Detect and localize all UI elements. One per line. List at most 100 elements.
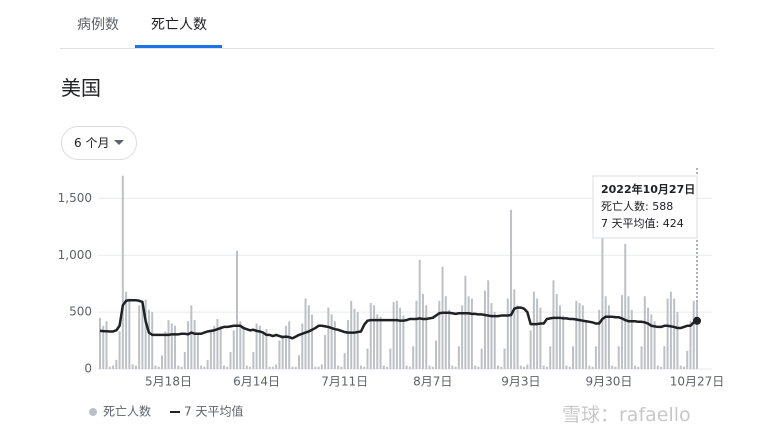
bar	[588, 365, 591, 369]
bar	[180, 366, 183, 369]
bar	[343, 353, 346, 369]
bar	[607, 305, 610, 369]
bar	[353, 308, 356, 369]
bar	[200, 365, 203, 369]
bar	[288, 321, 291, 369]
bar	[301, 323, 304, 369]
bar	[392, 301, 395, 369]
bar	[656, 365, 659, 369]
tab-cases[interactable]: 病例数	[77, 17, 119, 33]
bar	[604, 296, 607, 369]
bar	[275, 364, 278, 369]
bar	[154, 365, 157, 369]
bar	[532, 291, 535, 369]
bar	[382, 365, 385, 369]
bar	[170, 323, 173, 369]
bar	[278, 340, 281, 369]
bar	[268, 366, 271, 369]
bar	[696, 302, 698, 369]
bar	[196, 334, 199, 369]
bar	[572, 346, 575, 369]
bar	[239, 321, 242, 369]
bar	[643, 296, 646, 369]
bar	[216, 318, 219, 369]
bar	[324, 334, 327, 369]
bar	[620, 295, 623, 369]
bar	[555, 293, 558, 369]
bar	[523, 366, 526, 369]
bar	[692, 300, 695, 369]
bar	[497, 365, 499, 369]
bar	[157, 366, 160, 369]
bar	[408, 366, 411, 369]
bar	[112, 365, 115, 369]
bar	[330, 314, 333, 369]
bar	[676, 312, 679, 369]
bar	[679, 365, 682, 369]
bar	[650, 314, 653, 369]
bar	[666, 298, 669, 369]
bar	[242, 325, 245, 369]
bar	[245, 365, 248, 369]
bar	[402, 315, 405, 369]
bar	[291, 366, 294, 369]
bar	[663, 346, 666, 369]
bar	[366, 348, 369, 369]
bar	[457, 346, 460, 369]
range-label: 6 个月	[74, 136, 110, 150]
bar	[144, 299, 147, 369]
bar	[177, 365, 180, 369]
bar	[265, 329, 268, 369]
bar	[542, 365, 545, 369]
bar	[151, 312, 154, 369]
bar	[356, 312, 359, 369]
bar	[222, 365, 225, 369]
bar	[653, 321, 656, 369]
bar	[314, 366, 317, 369]
bar	[637, 366, 640, 369]
tab-deaths[interactable]: 死亡人数	[151, 17, 207, 33]
bar	[594, 346, 597, 369]
range-dropdown[interactable]: 6 个月	[61, 126, 137, 160]
bar	[601, 221, 604, 369]
bar	[337, 365, 340, 369]
region-title: 美国	[61, 76, 101, 100]
bar	[102, 325, 105, 369]
bar	[187, 321, 190, 369]
bar	[373, 305, 376, 369]
bar	[412, 346, 415, 369]
bar	[464, 275, 467, 369]
bar	[405, 365, 408, 369]
bar	[686, 350, 689, 369]
bar	[568, 366, 571, 369]
bar	[376, 314, 379, 369]
bar	[138, 305, 141, 369]
bar	[118, 331, 121, 369]
bar	[585, 320, 588, 369]
bar	[99, 317, 101, 369]
tooltip-title: 2022年10月27日	[601, 182, 695, 196]
bar	[421, 293, 424, 369]
bar	[500, 366, 503, 369]
bar	[379, 316, 382, 369]
average-line	[99, 298, 698, 340]
bar	[298, 355, 300, 369]
bar	[320, 364, 323, 369]
bar	[428, 365, 431, 369]
bar	[448, 309, 451, 369]
bar	[581, 305, 584, 369]
bar	[682, 366, 685, 369]
tooltip-line: 死亡人数: 588	[601, 199, 673, 213]
bar	[147, 309, 150, 369]
bar	[262, 331, 265, 369]
bar	[389, 348, 392, 369]
bar	[669, 291, 672, 369]
bar	[435, 340, 438, 369]
bar	[359, 365, 362, 369]
bar	[630, 309, 633, 369]
bar	[451, 365, 454, 369]
bar	[307, 305, 310, 369]
bar	[311, 314, 314, 369]
bar	[467, 296, 470, 369]
bar	[552, 280, 555, 369]
